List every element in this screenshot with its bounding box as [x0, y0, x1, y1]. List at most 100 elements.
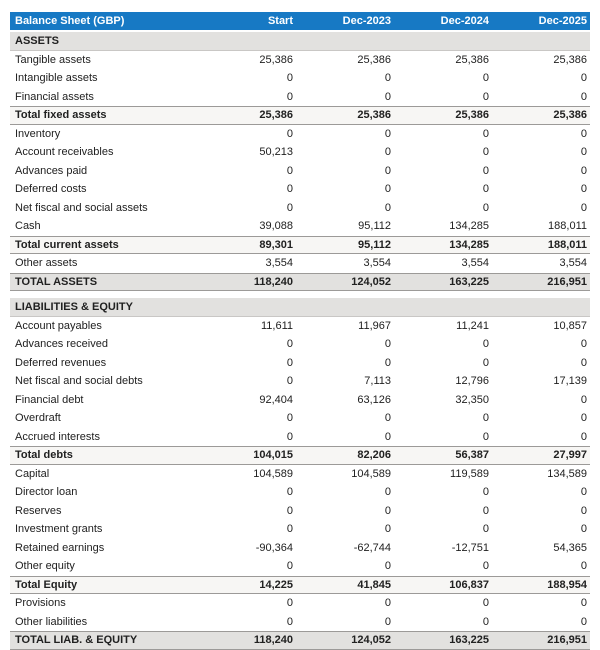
cell-value: 25,386 [553, 109, 587, 122]
cell-value: 119,589 [450, 467, 489, 480]
table-row: TOTAL ASSETS 118,240 124,052 163,225 216… [10, 272, 590, 291]
cell-value: 25,386 [259, 109, 293, 122]
table-row: Capital 104,589 104,589 119,589 134,589 [10, 464, 590, 483]
cell-value: 0 [286, 90, 293, 103]
cell-value: 0 [482, 486, 489, 499]
cell-value: 134,285 [449, 238, 489, 251]
cell-value: 3,554 [461, 257, 489, 270]
row-label: Accrued interests [15, 430, 100, 443]
cell-value: 0 [580, 504, 587, 517]
cell-value: 17,139 [553, 375, 587, 388]
table-row: Deferred revenues 0 0 0 0 [10, 353, 590, 372]
cell-value: 0 [384, 560, 391, 573]
cell-value: 11,611 [260, 319, 293, 332]
table-row: LIABILITIES & EQUITY [10, 298, 590, 317]
cell-value: 0 [580, 146, 587, 159]
table-row: Other assets 3,554 3,554 3,554 3,554 [10, 254, 590, 273]
cell-value: 188,954 [547, 578, 587, 591]
cell-value: 11,967 [358, 319, 391, 332]
cell-value: 0 [286, 430, 293, 443]
table-row: Total Equity 14,225 41,845 106,837 188,9… [10, 575, 590, 594]
cell-value: 0 [482, 504, 489, 517]
cell-value: 118,240 [253, 275, 293, 288]
cell-value: 124,052 [351, 634, 391, 647]
row-label: Financial debt [15, 393, 84, 406]
cell-value: 0 [580, 164, 587, 177]
cell-value: 39,088 [259, 220, 293, 233]
row-label: Total fixed assets [15, 109, 107, 122]
row-label: LIABILITIES & EQUITY [15, 300, 133, 313]
cell-value: 118,240 [253, 634, 293, 647]
cell-value: 0 [384, 430, 391, 443]
row-label: Total Equity [15, 578, 78, 591]
row-label: Advances received [15, 338, 108, 351]
cell-value: 0 [482, 338, 489, 351]
table-row: Net fiscal and social assets 0 0 0 0 [10, 198, 590, 217]
table-row: Reserves 0 0 0 0 [10, 501, 590, 520]
cell-value: 0 [384, 412, 391, 425]
row-label: Other equity [15, 560, 75, 573]
table-row: Account receivables 50,213 0 0 0 [10, 143, 590, 162]
table-row: Total current assets 89,301 95,112 134,2… [10, 235, 590, 254]
table-row: Total debts 104,015 82,206 56,387 27,997 [10, 446, 590, 465]
cell-value: 0 [580, 201, 587, 214]
cell-value: 3,554 [559, 257, 587, 270]
cell-value: 0 [286, 412, 293, 425]
balance-sheet-table: Balance Sheet (GBP) Start Dec-2023 Dec-2… [10, 12, 590, 650]
cell-value: 0 [286, 375, 293, 388]
row-label: Account payables [15, 319, 102, 332]
cell-value: 0 [286, 615, 293, 628]
cell-value: 11,241 [456, 319, 489, 332]
table-row: Account payables 11,611 11,967 11,241 10… [10, 316, 590, 335]
cell-value: 0 [286, 338, 293, 351]
cell-value: 0 [286, 201, 293, 214]
table-row: Inventory 0 0 0 0 [10, 124, 590, 143]
cell-value: 0 [286, 72, 293, 85]
cell-value: 0 [286, 356, 293, 369]
row-label: Deferred costs [15, 183, 87, 196]
table-body: ASSETS Tangible assets 25,386 25,386 25,… [10, 32, 590, 650]
cell-value: 0 [580, 338, 587, 351]
cell-value: 124,052 [351, 275, 391, 288]
cell-value: 0 [580, 523, 587, 536]
table-header-row: Balance Sheet (GBP) Start Dec-2023 Dec-2… [10, 12, 590, 30]
cell-value: 7,113 [364, 375, 391, 388]
row-label: ASSETS [15, 34, 60, 47]
cell-value: 0 [384, 183, 391, 196]
cell-value: 0 [286, 164, 293, 177]
table-row: Advances paid 0 0 0 0 [10, 161, 590, 180]
cell-value: 0 [384, 201, 391, 214]
row-label: Other liabilities [15, 615, 88, 628]
cell-value: 82,206 [357, 449, 391, 462]
row-label: Reserves [15, 504, 62, 517]
cell-value: 0 [482, 412, 489, 425]
cell-value: 104,589 [253, 467, 293, 480]
cell-value: 134,589 [547, 467, 587, 480]
cell-value: 0 [286, 504, 293, 517]
cell-value: 188,011 [547, 238, 587, 251]
cell-value: 0 [580, 597, 587, 610]
cell-value: 0 [384, 615, 391, 628]
column-header-dec-2023: Dec-2023 [342, 15, 391, 27]
cell-value: 25,386 [455, 53, 489, 66]
table-row: TOTAL LIAB. & EQUITY 118,240 124,052 163… [10, 631, 590, 650]
column-header-dec-2025: Dec-2025 [538, 15, 587, 27]
cell-value: 0 [384, 523, 391, 536]
cell-value: 3,554 [265, 257, 293, 270]
cell-value: 95,112 [358, 220, 391, 233]
cell-value: 0 [580, 356, 587, 369]
cell-value: 27,997 [553, 449, 587, 462]
table-row: Financial debt 92,404 63,126 32,350 0 [10, 390, 590, 409]
table-row: Net fiscal and social debts 0 7,113 12,7… [10, 372, 590, 391]
row-label: Director loan [15, 486, 78, 499]
cell-value: 0 [482, 560, 489, 573]
cell-value: 0 [286, 183, 293, 196]
table-row: Total fixed assets 25,386 25,386 25,386 … [10, 106, 590, 125]
cell-value: 0 [286, 486, 293, 499]
row-label: Inventory [15, 127, 61, 140]
row-label: Advances paid [15, 164, 88, 177]
cell-value: 0 [482, 356, 489, 369]
row-label: TOTAL ASSETS [15, 275, 98, 288]
cell-value: 0 [580, 393, 587, 406]
section-gap [10, 291, 590, 298]
